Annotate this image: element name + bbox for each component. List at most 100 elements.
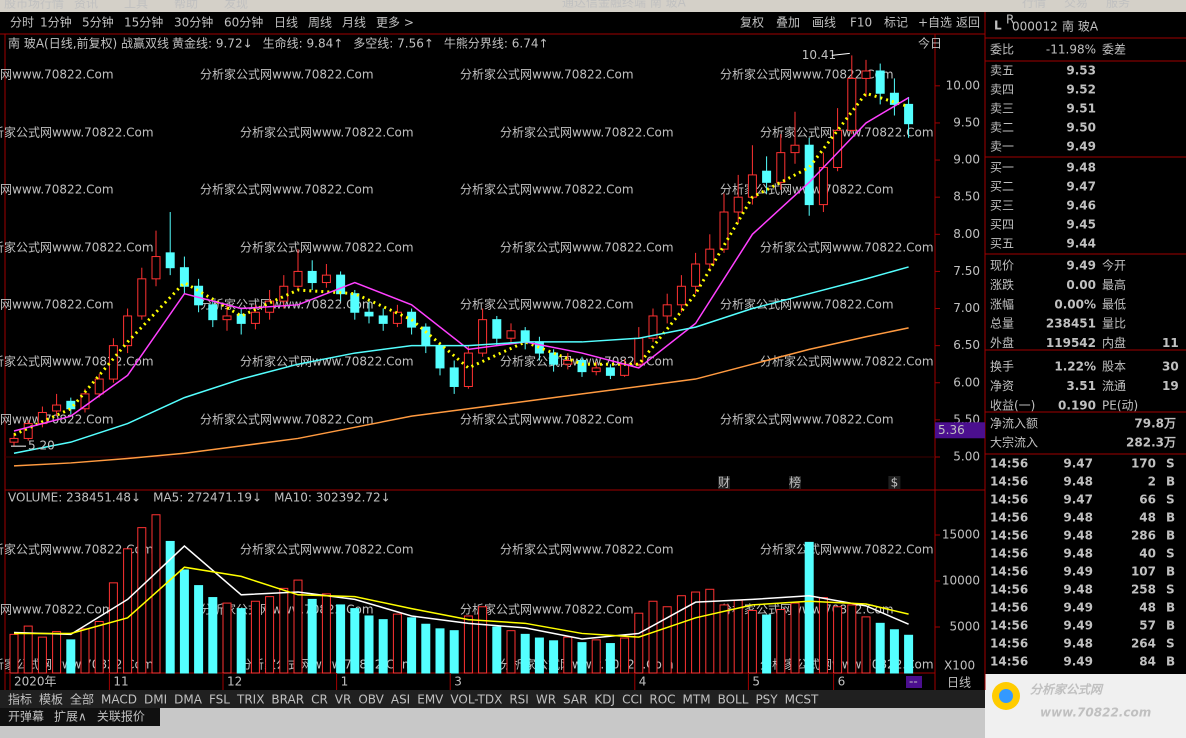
period-button[interactable]: 60分钟 [224,15,263,30]
candle-body [520,330,530,343]
watermark: 分析家公式网www.70822.Com [460,182,634,197]
indicator-tab[interactable]: ASI [391,693,410,707]
volume-header: VOLUME: 238451.48↓ [8,491,141,505]
volume-bar [449,630,459,674]
period-button[interactable]: 月线 [342,16,366,30]
indicator-tab[interactable]: SAR [563,693,587,707]
volume-bar [236,608,246,674]
action-button[interactable]: 复权 [740,16,764,30]
indicator-tab[interactable]: 全部 [70,692,94,707]
watermark: 分析家公式网www.70822.Com [720,297,894,312]
action-button[interactable]: 画线 [812,16,836,30]
period-button[interactable]: 5分钟 [82,15,114,30]
indicator-tab[interactable]: TRIX [236,693,264,707]
volume-bar [350,608,360,674]
tick-price: 9.48 [1063,475,1093,489]
indicator-tab[interactable]: OBV [358,693,384,707]
order-label: 买二 [990,180,1014,194]
candle-body [449,367,459,387]
indicator-tab[interactable]: VR [335,693,352,707]
watermark: 分析家公式网www.70822.Com [0,297,114,312]
indicator-tab[interactable]: DMA [174,693,203,707]
menu-item[interactable]: 发现 [224,0,248,11]
volume-bar [648,600,658,674]
period-button[interactable]: 分时 [10,16,34,30]
event-marker[interactable]: $ [891,476,899,490]
menu-item[interactable]: 帮助 [174,0,198,11]
watermark: 分析家公式网www.70822.Com [760,240,934,255]
flow-label: 大宗流入 [990,435,1038,450]
menu-right[interactable]: 行情 [1022,0,1046,10]
bottom-tab[interactable]: 开弹幕 [8,710,44,724]
tick-volume: 107 [1131,565,1156,579]
candle-body [563,359,573,365]
menu-right[interactable]: 服务 [1106,0,1130,10]
stat-value: 19 [1162,379,1179,393]
logo-title: 分析家公式网 [1030,683,1104,697]
action-button[interactable]: 返回 [956,16,980,30]
indicator-tab[interactable]: EMV [417,693,444,707]
volume-bar [563,636,573,674]
menu-right[interactable]: 交易 [1064,0,1088,10]
action-button[interactable]: 叠加 [776,16,800,30]
candle-body [321,274,331,284]
period-button[interactable]: 周线 [308,16,332,30]
indicator-tab[interactable]: PSY [755,693,778,707]
tick-price: 9.48 [1063,637,1093,651]
volume-bar [691,591,701,674]
stock-name: 南 玻A [1062,19,1099,34]
period-button[interactable]: 1分钟 [40,15,72,30]
action-button[interactable]: +自选 [918,16,952,30]
bottom-tab[interactable]: 扩展∧ [54,710,87,724]
period-button[interactable]: 30分钟 [174,15,213,30]
indicator-tab[interactable]: VOL-TDX [450,693,502,707]
indicator-tab[interactable]: MACD [101,693,137,707]
period-button[interactable]: 日线 [274,16,298,30]
volume-bar [762,614,772,674]
action-button[interactable]: 标记 [884,16,908,30]
x-tick-label: 5 [752,675,760,689]
indicator-tab[interactable]: 指标 [8,692,32,707]
candle-body [222,315,232,321]
indicator-tab[interactable]: RSI [509,693,529,707]
indicator-tab[interactable]: MTM [683,693,711,707]
indicator-tab[interactable]: ROC [649,693,675,707]
indicator-tab[interactable]: FSL [209,693,230,707]
menu-item[interactable]: 资讯 [74,0,98,11]
event-marker[interactable]: 财 [718,476,730,490]
toolbar-bg [0,12,1186,34]
indicator-tab[interactable]: BRAR [271,693,304,707]
bottom-tab[interactable]: 关联报价 [97,709,145,724]
period-button[interactable]: 更多 > [376,16,414,30]
y-tick-label: 9.00 [953,153,980,167]
price-tag-bg [935,422,985,439]
indicator-tab[interactable]: 模板 [39,693,63,707]
order-price: 9.45 [1066,218,1096,232]
stat-label: 内盘 [1102,335,1126,350]
period-button[interactable]: 15分钟 [124,15,163,30]
indicator-tab[interactable]: DMI [144,693,167,707]
action-button[interactable]: F10 [850,16,872,30]
watermark: 分析家公式网www.70822.Com [0,542,154,557]
indicator-tab[interactable]: CCI [622,693,642,707]
tick-price: 9.47 [1063,493,1093,507]
indicator-tab[interactable]: WR [536,693,556,707]
indicator-tab[interactable]: MCST [785,693,819,707]
menu-item[interactable]: 工具 [124,0,148,11]
menu-item[interactable]: 股市场行情 [4,0,64,11]
logo-center [999,689,1013,703]
volume-bar [194,585,204,674]
candle-body [165,252,175,269]
indicator-tab[interactable]: CR [311,693,328,707]
watermark: 分析家公式网www.70822.Com [460,297,634,312]
event-marker[interactable]: 榜 [789,475,801,490]
volume-bar [478,606,488,674]
indicator-value: 生命线: 9.84↑ [263,36,344,51]
indicator-tab[interactable]: KDJ [594,693,615,707]
y-tick-label: 10.00 [946,78,980,92]
stat-value: 0.190 [1058,398,1096,412]
tick-volume: 48 [1139,511,1156,525]
watermark: 分析家公式网www.70822.Com [760,125,934,140]
indicator-tab[interactable]: BOLL [718,693,749,707]
tick-price: 9.47 [1063,457,1093,471]
